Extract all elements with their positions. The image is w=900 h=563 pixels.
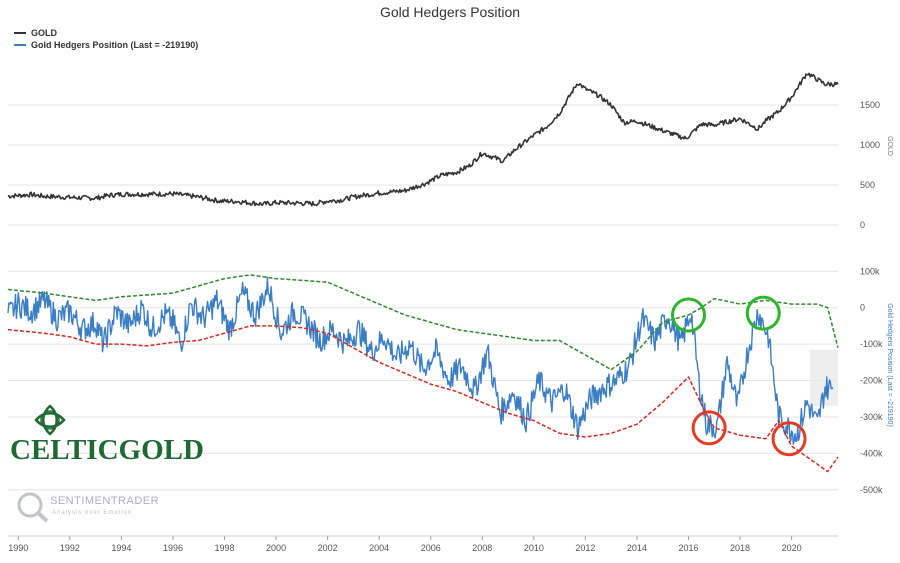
x-tick-label-9: 2008 [472,543,492,553]
legend-label-gold: GOLD [31,28,57,38]
y-tick-label-hedgers-position-3: -200k [860,376,883,386]
magnifier-icon [17,492,49,523]
y-tick-label-hedgers-position-6: -500k [860,485,883,495]
series-line-lower-band [7,325,839,473]
annotation-circle-2 [691,410,727,446]
annotation-circles [670,295,807,457]
x-tick-label-2: 1994 [111,543,131,553]
y-tick-label-gold-price-1: 500 [860,180,875,190]
logo-text: CELTICGOLD [10,434,204,466]
x-tick-label-8: 2006 [421,543,441,553]
y-tick-label-hedgers-position-5: -400k [860,448,883,458]
x-tick-label-15: 2020 [782,543,802,553]
vendor-text: SENTIMENTRADER [50,495,159,507]
y-tick-label-hedgers-position-1: 0 [860,303,865,313]
annotation-circle-3 [771,421,807,457]
celtic-knot-icon [34,404,66,436]
x-tick-label-0: 1990 [8,543,28,553]
x-tick-label-5: 2000 [266,543,286,553]
x-tick-label-1: 1992 [60,543,80,553]
y-tick-label-gold-price-3: 1500 [860,100,880,110]
x-tick-label-7: 2004 [369,543,389,553]
legend: GOLD Gold Hedgers Position (Last = -2191… [14,28,198,50]
x-tick-label-11: 2012 [575,543,595,553]
y-axis-ticks: 0 500 1000 1500 100k 0 -100k -200k -300k -400k -50… [860,100,883,495]
hedgers-axis-label: Gold Hedgers Position (Last = -219190) [886,303,893,427]
y-tick-label-gold-price-0: 0 [860,220,865,230]
y-tick-label-hedgers-position-0: 100k [860,266,880,276]
chart-title: Gold Hedgers Position [380,4,520,20]
sentimentrader-watermark: SENTIMENTRADER Analysis over Emotion [17,492,159,523]
y-tick-label-hedgers-position-4: -300k [860,412,883,422]
grid-layer [8,104,838,491]
vendor-tagline: Analysis over Emotion [52,510,132,516]
x-tick-label-10: 2010 [524,543,544,553]
series-line-gold [7,72,839,207]
gold-axis-label: GOLD [886,136,893,156]
x-axis-ticks: 1990 1992 1994 1996 1998 2000 2002 2004 2006 2008… [8,535,838,553]
y-tick-label-hedgers-position-2: -100k [860,339,883,349]
x-tick-label-12: 2014 [627,543,647,553]
x-tick-label-4: 1998 [215,543,235,553]
y-tick-label-gold-price-2: 1000 [860,140,880,150]
annotation-circle-0 [670,297,706,333]
annotation-circle-1 [745,295,781,331]
x-tick-label-13: 2016 [678,543,698,553]
series-line-gold-hedgers-position [7,276,834,445]
x-tick-label-14: 2018 [730,543,750,553]
x-tick-label-3: 1996 [163,543,183,553]
x-tick-label-6: 2002 [318,543,338,553]
celticgold-logo: CELTICGOLD [10,404,204,466]
legend-label-hedgers: Gold Hedgers Position (Last = -219190) [31,40,198,50]
